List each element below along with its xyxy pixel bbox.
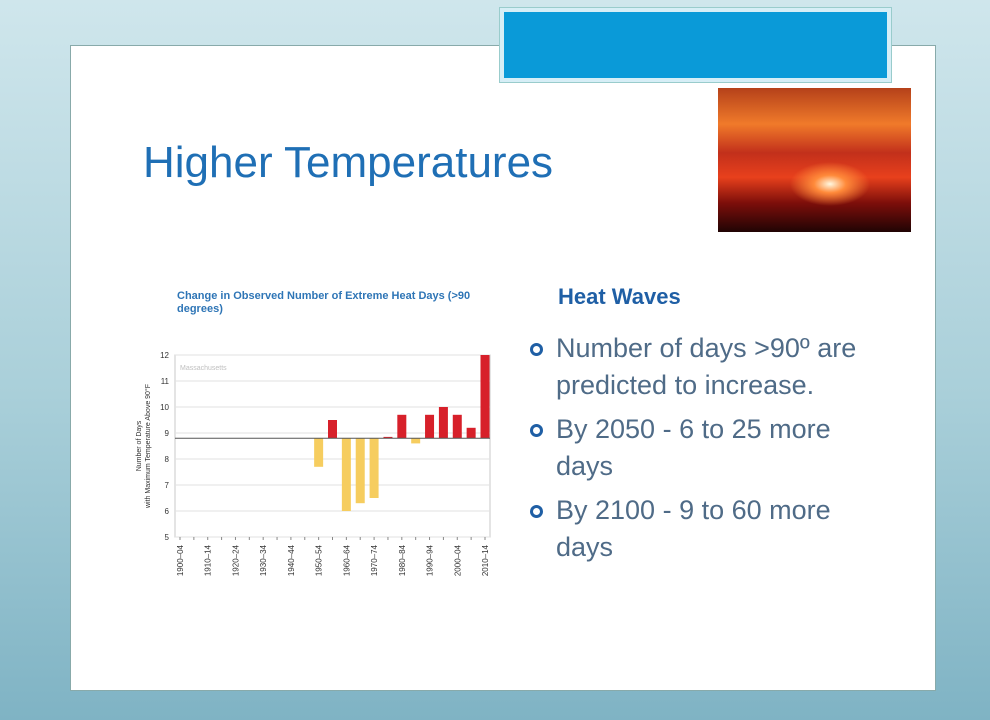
bar xyxy=(328,420,337,438)
x-tick-label: 1920–24 xyxy=(231,544,240,576)
x-tick-label: 2000–04 xyxy=(453,544,462,576)
bar xyxy=(439,407,448,438)
annotation: Massachusetts xyxy=(180,365,227,372)
plot-area xyxy=(175,355,490,537)
bar xyxy=(425,415,434,438)
y-tick-label: 6 xyxy=(165,507,170,516)
y-tick-label: 5 xyxy=(165,533,170,542)
x-tick-label: 1980–84 xyxy=(398,544,407,576)
x-tick-label: 2010–14 xyxy=(481,544,490,576)
bar xyxy=(397,415,406,438)
bar xyxy=(314,438,323,467)
x-tick-label: 1940–44 xyxy=(287,544,296,576)
bar xyxy=(356,438,365,503)
y-axis-label: with Maximum Temperature Above 90°F xyxy=(144,384,152,509)
y-tick-label: 12 xyxy=(160,351,169,360)
bar xyxy=(467,428,476,438)
chart: Massachusetts Number of Days with Maximu… xyxy=(0,0,990,720)
page: Higher Temperatures Change in Observed N… xyxy=(0,0,990,720)
x-tick-label: 1970–74 xyxy=(370,544,379,576)
bar xyxy=(370,438,379,498)
x-tick-label: 1950–54 xyxy=(315,544,324,576)
y-tick-label: 10 xyxy=(160,403,169,412)
x-tick-label: 1990–94 xyxy=(426,544,435,576)
x-tick-label: 1900–04 xyxy=(176,544,185,576)
bar xyxy=(342,438,351,511)
bar xyxy=(411,438,420,443)
y-tick-label: 7 xyxy=(165,481,170,490)
x-tick-label: 1910–14 xyxy=(204,544,213,576)
x-tick-label: 1930–34 xyxy=(259,544,268,576)
bar xyxy=(453,415,462,438)
x-tick-label: 1960–64 xyxy=(342,544,351,576)
bar xyxy=(481,355,490,438)
y-axis-label: Number of Days xyxy=(136,420,143,471)
y-tick-label: 11 xyxy=(161,377,170,386)
y-tick-label: 9 xyxy=(165,429,170,438)
y-tick-label: 8 xyxy=(165,455,170,464)
